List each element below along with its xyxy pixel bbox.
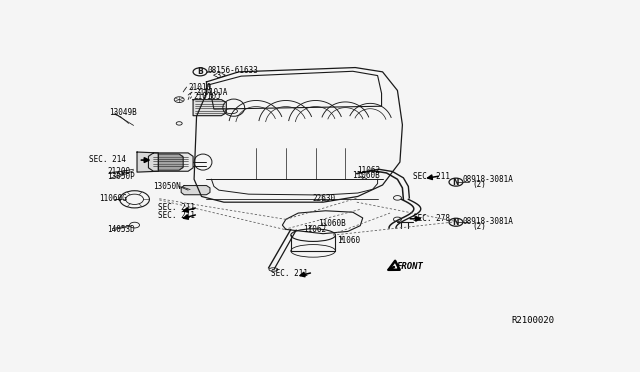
Text: 21010JA: 21010JA xyxy=(195,88,227,97)
Polygon shape xyxy=(137,152,158,172)
Polygon shape xyxy=(181,186,210,195)
Text: 08918-3081A: 08918-3081A xyxy=(463,217,514,226)
Text: 21200: 21200 xyxy=(108,167,131,176)
Text: SEC. 214: SEC. 214 xyxy=(89,155,126,164)
Text: 21010: 21010 xyxy=(188,83,211,92)
Text: 11060: 11060 xyxy=(337,236,360,246)
Text: N: N xyxy=(452,178,460,187)
Text: SEC. 211: SEC. 211 xyxy=(158,211,195,219)
Text: SEC. 278: SEC. 278 xyxy=(413,214,451,223)
Text: FRONT: FRONT xyxy=(396,262,423,271)
Text: 08918-3081A: 08918-3081A xyxy=(463,175,514,185)
Text: (2): (2) xyxy=(473,180,486,189)
Text: 11062: 11062 xyxy=(356,166,380,174)
Text: 11060G: 11060G xyxy=(99,194,127,203)
Text: 11060B: 11060B xyxy=(352,171,380,180)
Text: SEC. 211: SEC. 211 xyxy=(413,173,451,182)
Text: SEC. 211: SEC. 211 xyxy=(271,269,308,278)
Text: 11060B: 11060B xyxy=(318,219,346,228)
Text: N: N xyxy=(452,218,460,227)
Polygon shape xyxy=(148,153,193,171)
Text: R2100020: R2100020 xyxy=(511,316,554,325)
Text: 13049B: 13049B xyxy=(109,108,136,117)
Polygon shape xyxy=(158,154,183,170)
Text: SEC. 211: SEC. 211 xyxy=(158,203,195,212)
Text: 21010J: 21010J xyxy=(193,92,221,101)
Polygon shape xyxy=(193,100,227,116)
Text: 13050N: 13050N xyxy=(154,182,181,191)
Text: 08156-61633: 08156-61633 xyxy=(208,66,259,75)
Text: 11062: 11062 xyxy=(303,225,326,234)
Text: 13050P: 13050P xyxy=(108,173,135,182)
Text: 22630: 22630 xyxy=(312,194,335,203)
Text: B: B xyxy=(197,67,203,76)
Text: (2): (2) xyxy=(473,222,486,231)
Text: 14053D: 14053D xyxy=(108,225,135,234)
Text: <3>: <3> xyxy=(213,71,227,80)
